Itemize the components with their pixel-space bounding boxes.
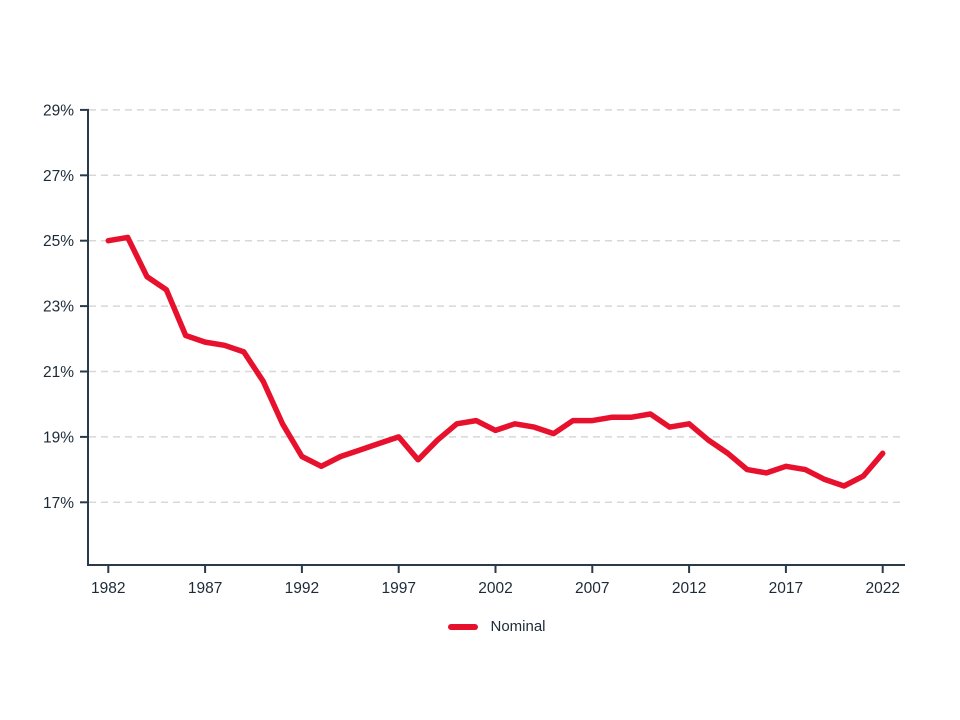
y-axis-ticks [80, 108, 87, 504]
y-axis-labels: 17% 19% 21% 23% 25% 27% 29% [43, 102, 74, 511]
y-axis-label-25: 25% [43, 233, 74, 250]
x-axis-label-1992: 1992 [285, 580, 319, 597]
x-axis-label-1997: 1997 [381, 580, 415, 597]
x-axis-label-2002: 2002 [478, 580, 512, 597]
x-axis-label-1987: 1987 [188, 580, 222, 597]
axes [87, 108, 905, 566]
y-axis-label-23: 23% [43, 299, 74, 316]
x-axis-label-1982: 1982 [91, 580, 125, 597]
y-axis-label-21: 21% [43, 364, 74, 381]
x-axis-label-2007: 2007 [575, 580, 609, 597]
legend: Nominal [17, 619, 960, 634]
x-axis-label-2017: 2017 [769, 580, 803, 597]
legend-label: Nominal [490, 618, 546, 635]
x-axis-labels: 1982 1987 1992 1997 2002 2007 2012 2017 2022 [91, 580, 900, 597]
legend-line-swatch [448, 623, 479, 630]
gridlines [89, 109, 904, 504]
nominal-series-line [105, 234, 886, 489]
x-axis-label-2022: 2022 [865, 580, 899, 597]
y-axis-label-19: 19% [43, 429, 74, 446]
x-axis-label-2012: 2012 [672, 580, 706, 597]
x-axis-ticks [107, 566, 884, 573]
y-axis-label-27: 27% [43, 168, 74, 185]
y-axis-label-17: 17% [43, 495, 74, 512]
y-axis-label-29: 29% [43, 102, 74, 119]
